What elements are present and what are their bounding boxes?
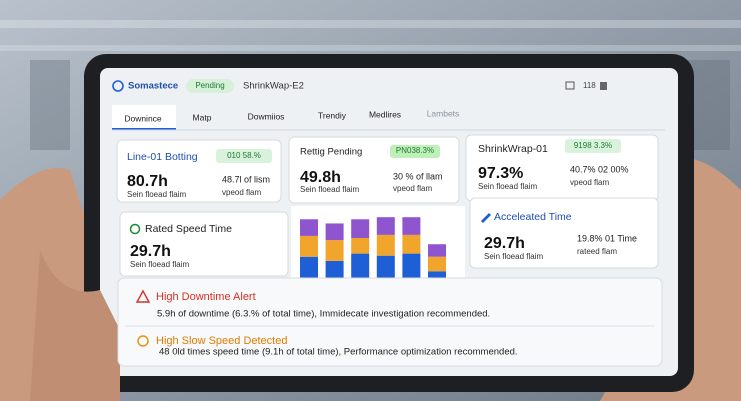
card-detail-caption: vpeod flam	[393, 184, 432, 193]
card-detail: 19.8% 01 Time	[577, 233, 637, 243]
tab[interactable]: Medlires	[369, 109, 401, 119]
left-thumb	[30, 250, 120, 401]
card-detail: 30 % of llam	[393, 171, 443, 181]
card-title: Acceleated Time	[494, 211, 572, 223]
bar-segment	[402, 217, 421, 235]
logo	[112, 80, 124, 92]
icon	[565, 81, 575, 90]
card-detail-caption: vpeod flam	[570, 178, 609, 187]
card-detail-caption: vpeod flam	[222, 188, 261, 197]
tab-active[interactable]	[112, 105, 176, 130]
badge-bg	[390, 145, 440, 158]
card-detail-caption: rateed flam	[577, 247, 617, 256]
alerts-panel	[117, 277, 663, 367]
status: Pending	[195, 81, 224, 90]
tab[interactable]: Lambets	[427, 108, 460, 118]
card-value: 29.7h	[484, 235, 525, 252]
tab[interactable]: Matp	[193, 112, 212, 122]
card-value: 97.3%	[478, 165, 523, 182]
alert-icon	[137, 335, 149, 347]
bar-segment	[300, 219, 318, 236]
card-caption: Sein floead flaim	[127, 190, 186, 199]
card-detail: 40.7% 02 00%	[570, 164, 629, 174]
alert-title: High Slow Speed Detected	[156, 335, 287, 347]
alert-text: 5.9h of downtime (6.3.% of total time), …	[157, 309, 490, 320]
badge: 9198 3.3%	[574, 141, 612, 150]
card	[119, 211, 289, 277]
card-title: Rettig Pending	[300, 147, 362, 158]
tab[interactable]: Trendiy	[318, 110, 347, 120]
card-value: 80.7h	[127, 173, 168, 190]
card-detail: 48.7l of lism	[222, 174, 270, 184]
tab-underline	[112, 128, 176, 130]
card-value: 49.8h	[300, 169, 341, 186]
badge: PN038.3%	[396, 146, 434, 155]
icon	[481, 213, 491, 223]
bar-segment	[325, 223, 344, 241]
machine: ShrinkWap-E2	[243, 81, 304, 92]
card-title: Line-01 Botting	[127, 151, 198, 163]
card-caption: Sein floead flaim	[300, 185, 359, 194]
badge-bg	[216, 149, 272, 163]
tab[interactable]: Downince	[124, 113, 162, 123]
tab[interactable]: Dowmiios	[248, 111, 285, 121]
factory-blur	[0, 20, 741, 150]
bar-segment	[351, 238, 370, 254]
card-caption: Sein floead flaim	[484, 252, 543, 261]
alert-text: 48 0ld times speed time (9.1h of total t…	[159, 347, 518, 358]
bar-segment	[325, 240, 344, 261]
counter: 118	[583, 81, 596, 90]
card-title: ShrinkWrap-01	[478, 143, 548, 155]
bar-segment	[300, 235, 318, 257]
status-pill	[186, 79, 234, 93]
alert-title: High Downtime Alert	[156, 291, 256, 303]
card-value: 29.7h	[130, 243, 171, 260]
bar-segment	[428, 244, 446, 257]
bar-segment	[351, 219, 370, 238]
bar-segment	[376, 217, 395, 235]
bar-segment	[402, 234, 421, 254]
badge-bg	[565, 139, 621, 153]
badge: 010 58.%	[227, 151, 261, 160]
bar-segment	[376, 234, 395, 256]
card-caption: Sein floead flaim	[130, 260, 189, 269]
icon	[600, 82, 607, 90]
brand: Somastece	[128, 81, 178, 92]
card	[469, 197, 659, 269]
bar-segment	[428, 256, 446, 272]
card-title: Rated Speed Time	[145, 223, 232, 235]
alert-icon	[135, 289, 151, 303]
card-caption: Sein floead flaim	[478, 182, 537, 191]
icon	[129, 223, 141, 235]
